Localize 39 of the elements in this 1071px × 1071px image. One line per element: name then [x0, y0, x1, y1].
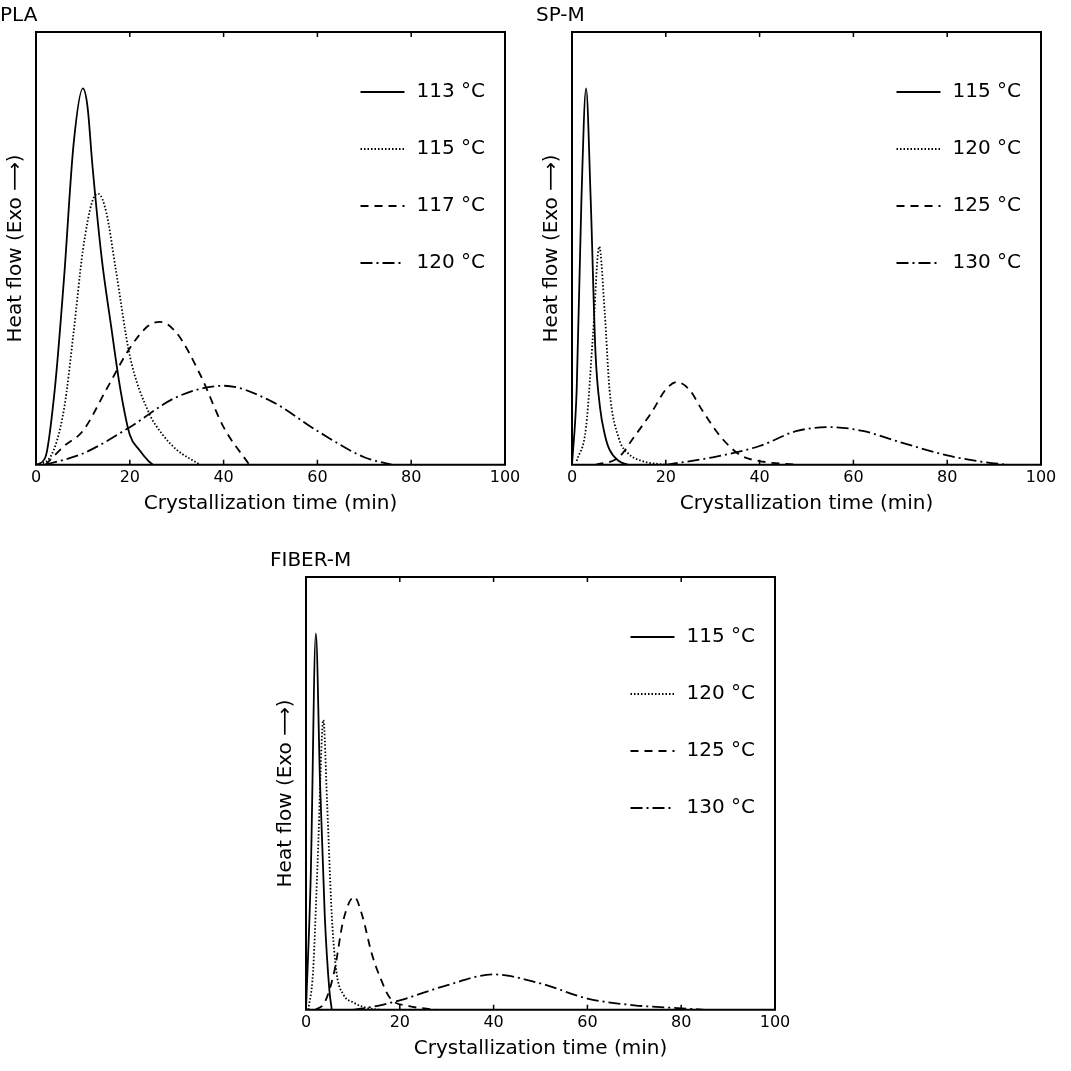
x-tick-label: 40: [749, 466, 770, 486]
x-tick-label: 40: [213, 466, 234, 486]
legend-label: 115 °C: [686, 623, 755, 648]
x-tick-label: 20: [655, 466, 676, 486]
x-tick-label: 100: [759, 1011, 791, 1031]
legend-label: 113 °C: [416, 78, 485, 103]
y-axis-title: Heat flow (Exo ⟶): [538, 154, 563, 343]
x-tick-label: 0: [300, 1011, 312, 1031]
x-tick-label: 60: [577, 1011, 598, 1031]
x-tick-label: 20: [389, 1011, 410, 1031]
x-tick-label: 0: [566, 466, 578, 486]
x-tick-label: 80: [401, 466, 422, 486]
chart-title: FIBER-M: [270, 547, 352, 572]
x-axis-title: Crystallization time (min): [143, 490, 398, 515]
legend-label: 120 °C: [416, 249, 485, 274]
legend-label: 125 °C: [952, 192, 1021, 217]
x-tick-label: 40: [483, 1011, 504, 1031]
x-tick-label: 60: [307, 466, 328, 486]
legend-label: 115 °C: [952, 78, 1021, 103]
x-tick-label: 60: [843, 466, 864, 486]
x-tick-label: 20: [119, 466, 140, 486]
legend-label: 120 °C: [952, 135, 1021, 160]
chart-title: PLA: [0, 2, 38, 27]
legend-label: 130 °C: [952, 249, 1021, 274]
y-axis-title: Heat flow (Exo ⟶): [272, 699, 297, 888]
x-tick-label: 100: [1025, 466, 1057, 486]
x-axis-title: Crystallization time (min): [679, 490, 934, 515]
y-axis-title: Heat flow (Exo ⟶): [2, 154, 27, 343]
x-axis-title: Crystallization time (min): [413, 1035, 668, 1060]
chart-title: SP-M: [536, 2, 585, 27]
x-tick-label: 80: [937, 466, 958, 486]
legend-label: 115 °C: [416, 135, 485, 160]
legend-label: 120 °C: [686, 680, 755, 705]
x-tick-label: 100: [489, 466, 521, 486]
x-tick-label: 80: [671, 1011, 692, 1031]
legend-label: 130 °C: [686, 794, 755, 819]
legend-label: 125 °C: [686, 737, 755, 762]
x-tick-label: 0: [30, 466, 42, 486]
legend-label: 117 °C: [416, 192, 485, 217]
